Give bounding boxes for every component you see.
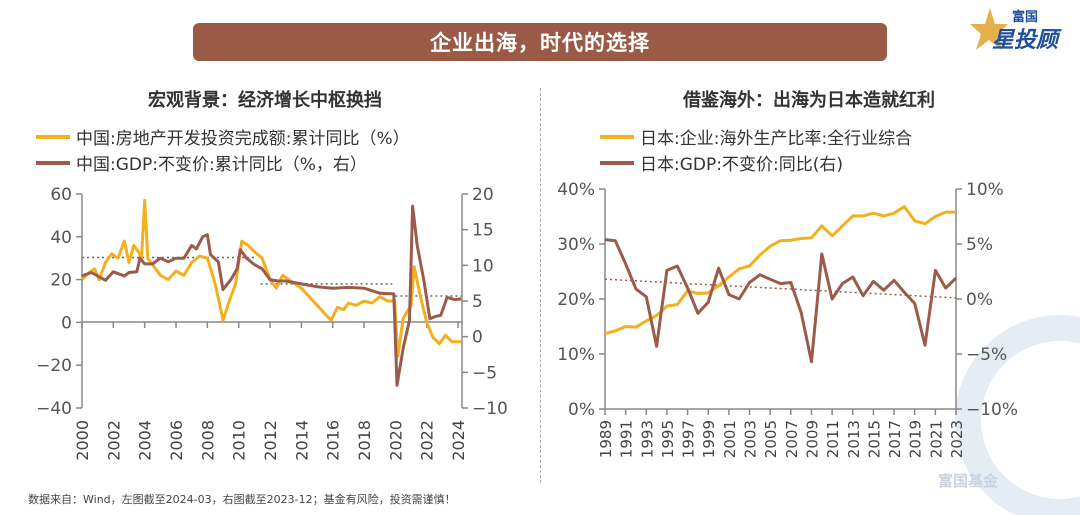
x-tick-label: 2014	[292, 420, 311, 461]
x-tick-label: 2016	[324, 420, 343, 461]
watermark-text: 富国基金	[938, 472, 999, 490]
right-tick-label: 0%	[966, 290, 993, 310]
legend-item: 中国:GDP:不变价:累计同比（%，右）	[36, 150, 367, 175]
legend-item: 中国:房地产开发投资完成额:累计同比（%）	[36, 124, 410, 149]
left-tick-label: 20%	[557, 290, 595, 310]
left-tick-label: −40	[36, 399, 72, 419]
right-tick-label: 10	[472, 256, 494, 276]
left-tick-label: 60	[50, 185, 72, 205]
right-tick-label: −10%	[966, 400, 1018, 420]
right-tick-label: 0	[472, 328, 483, 348]
x-tick-label: 2001	[721, 420, 739, 458]
x-tick-label: 2007	[783, 420, 801, 458]
x-tick-label: 2012	[261, 420, 280, 461]
x-tick-label: 2005	[762, 420, 780, 458]
right-chart-title: 借鉴海外：出海为日本造就红利	[683, 90, 935, 111]
x-tick-label: 1993	[638, 420, 656, 458]
right-tick-label: 15	[472, 221, 494, 241]
left-tick-label: 20	[50, 271, 72, 291]
x-tick-label: 2008	[198, 420, 217, 461]
x-tick-label: 2024	[449, 420, 468, 461]
x-tick-label: 2000	[73, 420, 92, 461]
right-tick-label: 5	[472, 292, 483, 312]
x-tick-label: 2009	[803, 420, 821, 458]
x-tick-label: 2013	[845, 420, 863, 458]
logo-line1: 富国	[1012, 10, 1039, 25]
trend-line	[604, 278, 957, 299]
legend-label: 中国:GDP:不变价:累计同比（%，右）	[76, 155, 367, 175]
legend-swatch	[36, 134, 70, 139]
left-tick-label: −20	[36, 356, 72, 376]
x-tick-label: 2006	[167, 420, 186, 461]
star-icon	[970, 8, 1008, 50]
left-tick-label: 30%	[557, 235, 595, 255]
x-tick-label: 2017	[886, 420, 904, 458]
divider	[540, 88, 541, 483]
logo-line2: 星投顾	[992, 28, 1059, 53]
right-tick-label: −5%	[966, 345, 1007, 365]
left-tick-label: 0	[61, 313, 72, 333]
left-chart-title: 宏观背景：经济增长中枢换挡	[148, 90, 382, 111]
legend-label: 日本:GDP:不变价:同比(右)	[640, 155, 843, 175]
legend-swatch	[36, 160, 70, 165]
x-tick-label: 1989	[597, 420, 615, 458]
legend-item: 日本:GDP:不变价:同比(右)	[600, 150, 843, 175]
x-tick-label: 2011	[824, 420, 842, 458]
x-tick-label: 2021	[927, 420, 945, 458]
x-tick-label: 2023	[948, 420, 966, 458]
x-tick-label: 2003	[742, 420, 760, 458]
left-tick-label: 10%	[557, 345, 595, 365]
right-tick-label: −10	[472, 399, 508, 419]
x-tick-label: 2004	[136, 420, 155, 461]
legend-label: 日本:企业:海外生产比率:全行业综合	[640, 129, 913, 149]
x-tick-label: 1999	[700, 420, 718, 458]
title-banner: 企业出海，时代的选择	[193, 23, 887, 61]
x-tick-label: 2018	[355, 420, 374, 461]
series-line-1	[604, 205, 956, 336]
left-tick-label: 0%	[568, 400, 595, 420]
x-tick-label: 1991	[618, 420, 636, 458]
x-tick-label: 2019	[907, 420, 925, 458]
source-note: 数据来自：Wind，左图截至2024-03，右图截至2023-12；基金有风险，…	[28, 493, 456, 506]
series-line-2	[81, 204, 462, 387]
x-tick-label: 2002	[104, 420, 123, 461]
x-tick-label: 2015	[865, 420, 883, 458]
legend-label: 中国:房地产开发投资完成额:累计同比（%）	[76, 129, 410, 149]
x-tick-label: 2022	[418, 420, 437, 461]
right-tick-label: 10%	[966, 180, 1004, 200]
legend-item: 日本:企业:海外生产比率:全行业综合	[600, 124, 912, 149]
right-tick-label: 5%	[966, 235, 993, 255]
x-tick-label: 2020	[386, 420, 405, 461]
series-line-2	[604, 238, 958, 364]
x-tick-label: 2010	[230, 420, 249, 461]
legend-swatch	[600, 160, 634, 165]
left-tick-label: 40%	[557, 180, 595, 200]
right-tick-label: −5	[472, 363, 497, 383]
fullgoal-logo: 富国 星投顾	[968, 2, 1078, 54]
watermark-logo	[955, 315, 1080, 515]
legend-swatch	[600, 134, 634, 139]
left-tick-label: 40	[50, 228, 72, 248]
x-tick-label: 1997	[680, 420, 698, 458]
right-tick-label: 20	[472, 185, 494, 205]
x-tick-label: 1995	[659, 420, 677, 458]
